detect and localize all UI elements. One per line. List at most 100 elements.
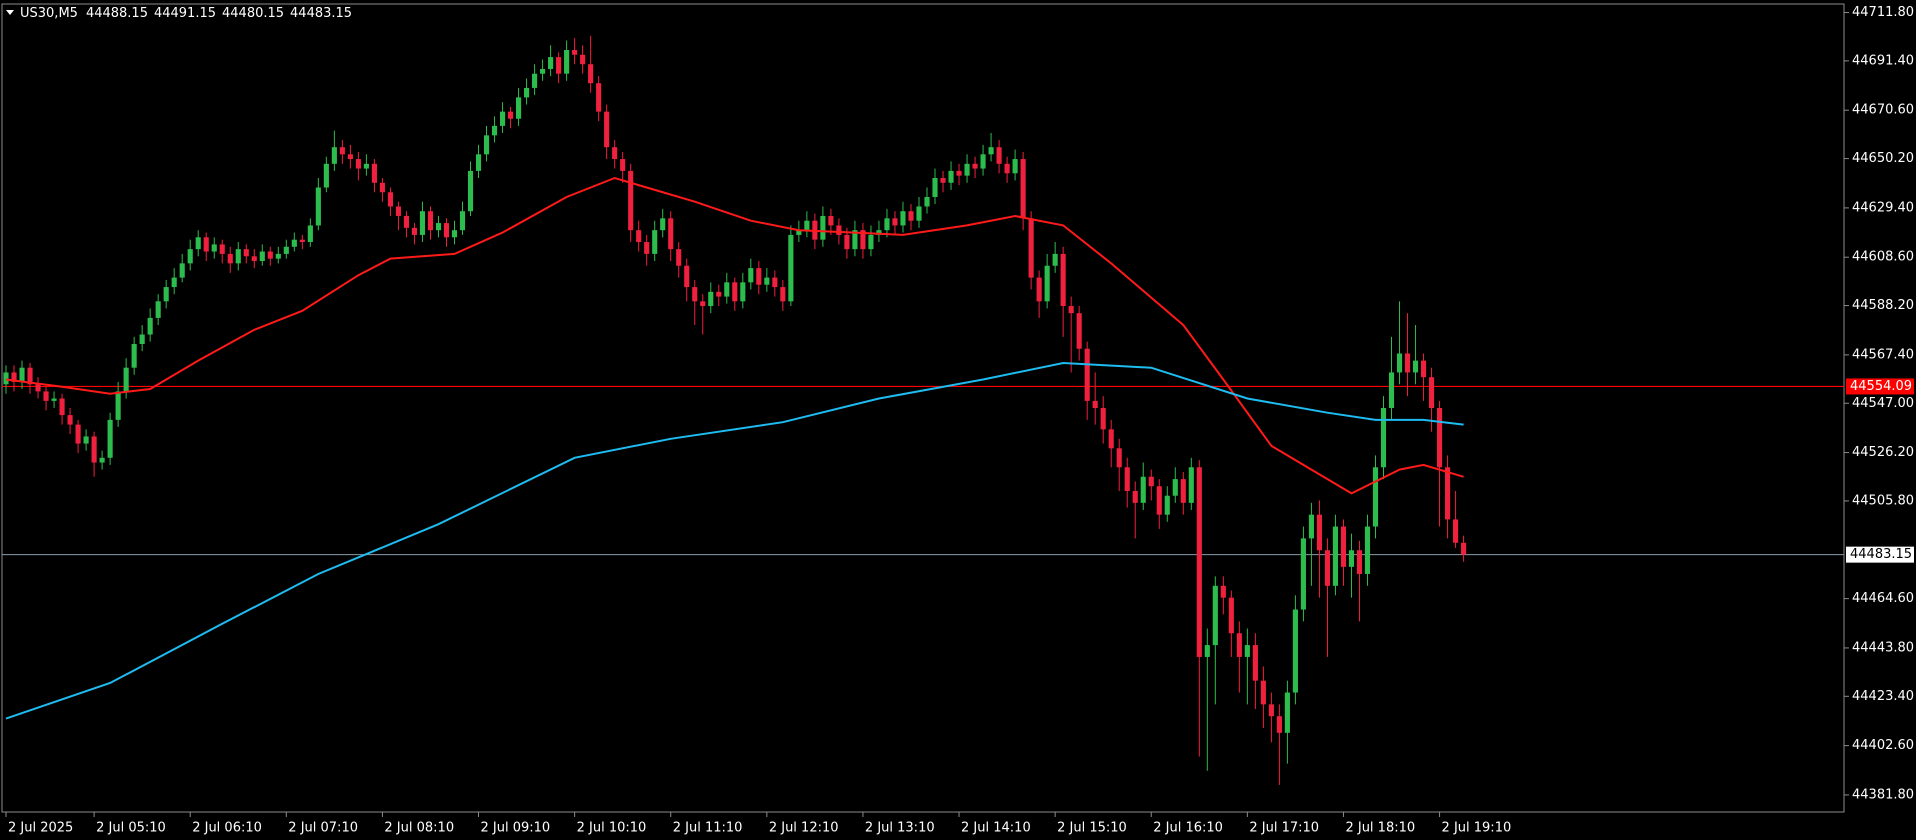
candle-body <box>1396 353 1403 373</box>
candle-body <box>1220 585 1226 598</box>
candle-body <box>1012 159 1018 174</box>
candle-body <box>524 87 530 98</box>
candle-body <box>499 111 506 126</box>
candle-body <box>1380 408 1387 468</box>
candle-body <box>467 170 474 212</box>
candle-body <box>532 73 538 88</box>
candle-body <box>580 54 586 65</box>
candle-body <box>676 249 682 266</box>
candle-body <box>1060 253 1066 307</box>
candle-body <box>548 57 554 69</box>
candle-body <box>964 163 970 176</box>
candle-body <box>828 215 834 226</box>
candle-body <box>451 230 458 238</box>
candle-body <box>1252 645 1258 681</box>
candle-body <box>187 249 193 264</box>
candle-body <box>483 135 490 155</box>
high-value: 44491.15 <box>154 6 216 21</box>
x-tick-label: 2 Jul 13:10 <box>865 821 935 836</box>
candle-body <box>107 419 113 458</box>
candle-body <box>323 163 329 188</box>
candle-body <box>19 367 25 382</box>
candle-body <box>1284 692 1290 733</box>
candle-body <box>892 218 898 226</box>
candle-body <box>163 287 169 302</box>
candle-body <box>1461 542 1467 555</box>
candle-body <box>435 223 442 231</box>
candle-body <box>299 239 305 243</box>
candle-body <box>748 268 754 283</box>
candle-body <box>1244 645 1250 657</box>
candle-body <box>1036 277 1042 302</box>
candle-body <box>988 147 994 155</box>
candle-body <box>980 154 986 169</box>
candle-body <box>804 220 810 231</box>
candle-body <box>948 170 954 183</box>
chart-title: US30,M5 <box>20 6 78 21</box>
candle-body <box>852 230 858 250</box>
candle-body <box>459 211 466 231</box>
candle-body <box>363 163 369 169</box>
candle-body <box>836 225 842 235</box>
candle-body <box>507 111 514 119</box>
x-tick-label: 2 Jul 08:10 <box>384 821 454 836</box>
candle-body <box>35 384 41 392</box>
candle-body <box>916 206 922 221</box>
y-tick-label: 44608.60 <box>1852 250 1914 265</box>
candle-body <box>219 244 225 254</box>
candle-body <box>147 317 153 335</box>
candle-body <box>171 277 177 288</box>
menu-arrow[interactable] <box>6 10 14 15</box>
candle-body <box>772 277 778 288</box>
y-tick-label: 44505.80 <box>1852 493 1914 508</box>
candle-body <box>1228 597 1234 634</box>
candle-body <box>628 170 634 231</box>
candle-body <box>1204 645 1210 657</box>
candle-body <box>1116 448 1122 468</box>
y-tick-label: 44711.80 <box>1852 5 1914 20</box>
y-tick-label: 44443.80 <box>1852 640 1914 655</box>
x-tick-label: 2 Jul 09:10 <box>481 821 551 836</box>
candle-body <box>1172 479 1178 496</box>
candle-body <box>3 372 9 385</box>
candle-body <box>123 367 129 392</box>
candle-body <box>972 163 978 169</box>
x-tick-label: 2 Jul 05:10 <box>96 821 166 836</box>
candle-body <box>716 291 722 297</box>
candle-body <box>820 215 826 240</box>
candle-body <box>1156 486 1162 515</box>
candle-body <box>668 218 674 250</box>
candle-body <box>1324 550 1331 586</box>
x-tick-label: 2 Jul 16:10 <box>1153 821 1223 836</box>
x-tick-label: 2 Jul 14:10 <box>961 821 1031 836</box>
candle-body <box>636 230 642 243</box>
close-value: 44483.15 <box>290 6 352 21</box>
candle-body <box>1388 372 1395 408</box>
candle-body <box>564 49 570 74</box>
moving-average <box>5 361 1464 720</box>
candle-body <box>1428 377 1435 408</box>
candle-body <box>1364 526 1371 574</box>
candle-body <box>1356 550 1363 574</box>
candle-body <box>1445 467 1451 520</box>
candle-body <box>67 415 73 425</box>
y-tick-label: 44670.60 <box>1852 103 1914 118</box>
candle-body <box>1044 265 1050 302</box>
candle-body <box>540 68 546 74</box>
candle-body <box>371 163 377 183</box>
candle-body <box>1412 360 1419 373</box>
candle-body <box>315 187 321 226</box>
candle-body <box>940 178 946 183</box>
candle-body <box>1212 585 1218 646</box>
candle-body <box>51 398 57 401</box>
candle-body <box>1332 526 1339 586</box>
x-tick-label: 2 Jul 10:10 <box>577 821 647 836</box>
candle-body <box>83 436 89 444</box>
candle-body <box>588 64 594 84</box>
candle-body <box>155 301 161 318</box>
candle-body <box>732 282 738 302</box>
candle-body <box>796 230 802 235</box>
candle-body <box>996 147 1002 164</box>
y-tick-label: 44650.20 <box>1852 151 1914 166</box>
